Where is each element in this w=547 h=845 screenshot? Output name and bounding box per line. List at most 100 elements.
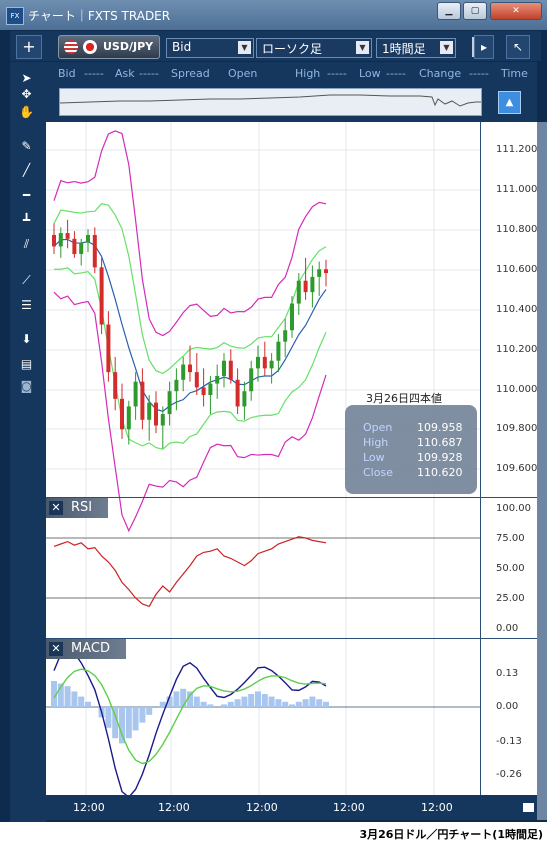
candle-body [181, 364, 186, 380]
macd-histogram-bar [193, 696, 200, 707]
close-pane-icon[interactable]: ✕ [49, 642, 63, 656]
cursor-icon[interactable]: ➤ [21, 71, 32, 85]
pen-icon[interactable]: ✎ [21, 139, 32, 153]
time-axis [46, 795, 537, 820]
symbol-selector[interactable]: USD/JPY [58, 35, 160, 59]
macd-histogram-bar [241, 696, 248, 707]
ticker-toggle-button[interactable]: ▲ [498, 91, 521, 114]
candle-body [222, 360, 226, 376]
price-axis-label: 109.600 [496, 463, 538, 474]
candle-body [276, 341, 281, 361]
candle-body [269, 360, 274, 369]
candle-body [215, 375, 220, 384]
candle-body [208, 383, 213, 396]
hand-icon[interactable]: ✋ [19, 105, 34, 119]
macd-line [53, 647, 327, 799]
chevron-down-icon: ▼ [238, 41, 251, 54]
list-icon[interactable]: ▤ [20, 357, 33, 371]
macd-histogram-bar [207, 704, 214, 707]
close-icon[interactable]: ✕ [490, 2, 542, 20]
hline-icon[interactable]: ━ [22, 188, 31, 202]
rsi-axis-label: 75.00 [496, 533, 525, 544]
jp-flag-icon [83, 40, 97, 54]
candle-body [147, 402, 152, 420]
close-pane-icon[interactable]: ✕ [49, 501, 63, 515]
price-type-value: Bid [172, 40, 192, 54]
trendline-icon[interactable]: ╱ [22, 163, 31, 177]
macd-histogram-bar [119, 707, 125, 744]
fan-icon[interactable]: ⟋ [22, 273, 31, 287]
candle-body [167, 391, 172, 415]
candle-body [92, 234, 97, 268]
chart-type-select[interactable]: ローソク足 ▼ [256, 38, 372, 58]
quote-value: ----- [386, 67, 406, 80]
price-axis-label: 110.400 [496, 304, 538, 315]
macd-histogram-bar [268, 696, 275, 707]
timeframe-value: 1時間足 [382, 42, 426, 56]
price-axis-label: 110.600 [496, 264, 538, 275]
macd-histogram-bar [309, 696, 316, 707]
macd-histogram-bar [51, 681, 57, 707]
candle-body [290, 303, 294, 331]
vertical-scrollbar[interactable] [537, 122, 547, 820]
macd-histogram-bar [289, 704, 295, 707]
macd-histogram-bar [316, 699, 323, 707]
collapse-right-icon[interactable]: ▸ [474, 35, 494, 59]
time-axis-label: 12:00 [73, 801, 105, 814]
macd-histogram-bar [64, 686, 71, 707]
tick-sparkline [59, 88, 482, 116]
app-icon: FX [6, 7, 24, 25]
minimize-icon[interactable]: ▁ [437, 2, 461, 20]
pane-divider[interactable] [46, 638, 537, 639]
rsi-axis-label: 100.00 [496, 503, 531, 514]
title-bar[interactable]: FX チャート｜FXTS TRADER ▁ ▢ ✕ [0, 0, 547, 30]
fib-icon[interactable]: ☰ [21, 298, 32, 312]
macd-histogram-bar [166, 696, 173, 707]
candle-body [120, 398, 124, 430]
rsi-label: RSI [71, 500, 93, 515]
price-type-select[interactable]: Bid ▼ [166, 38, 254, 58]
ohlc-open-label: Open [363, 421, 393, 434]
time-scroll-button[interactable] [523, 803, 534, 812]
chevron-down-icon: ▼ [440, 41, 453, 54]
macd-histogram-bar [180, 688, 187, 707]
popout-icon[interactable]: ↖ [506, 35, 530, 59]
channel-icon[interactable]: ⫽ [23, 237, 30, 251]
quote-value: ----- [469, 67, 489, 80]
vline-icon[interactable]: ┻ [22, 213, 31, 227]
candle-body [174, 379, 179, 392]
macd-histogram-bar [78, 696, 85, 707]
macd-axis-label: 0.00 [496, 701, 519, 712]
quote-label: Low [359, 67, 381, 80]
candle-body [133, 381, 138, 407]
price-axis-label: 109.800 [496, 423, 538, 434]
add-chart-button[interactable]: + [16, 35, 42, 59]
macd-histogram-bar [132, 707, 139, 731]
download-icon[interactable]: ⬇ [21, 332, 32, 346]
macd-histogram-bar [227, 701, 234, 707]
maximize-icon[interactable]: ▢ [463, 2, 487, 20]
candle-body [317, 269, 322, 277]
pane-divider[interactable] [46, 497, 537, 498]
crosshair-icon[interactable]: ✥ [21, 87, 32, 101]
candle-body [283, 330, 288, 342]
tick-sparkline-svg [59, 94, 481, 107]
quote-label: Ask [115, 67, 135, 80]
candle-body [99, 267, 104, 325]
macd-histogram-bar [112, 707, 119, 739]
macd-histogram-bar [200, 701, 207, 707]
macd-histogram-bar [302, 699, 309, 707]
quote-label: Bid [58, 67, 76, 80]
macd-histogram-bar [275, 699, 282, 707]
drawing-toolbar [10, 62, 46, 822]
camera-icon[interactable]: ◙ [20, 379, 33, 393]
ohlc-close-value: 110.620 [417, 466, 463, 479]
bollinger-middle [53, 238, 327, 413]
timeframe-select[interactable]: 1時間足 ▼ [376, 38, 456, 58]
quote-label: Change [419, 67, 462, 80]
macd-histogram-bar [234, 699, 241, 707]
candle-body [228, 360, 233, 380]
rsi-axis-label: 50.00 [496, 563, 525, 574]
chart-svg [46, 122, 480, 799]
chart-type-value: ローソク足 [262, 42, 323, 56]
